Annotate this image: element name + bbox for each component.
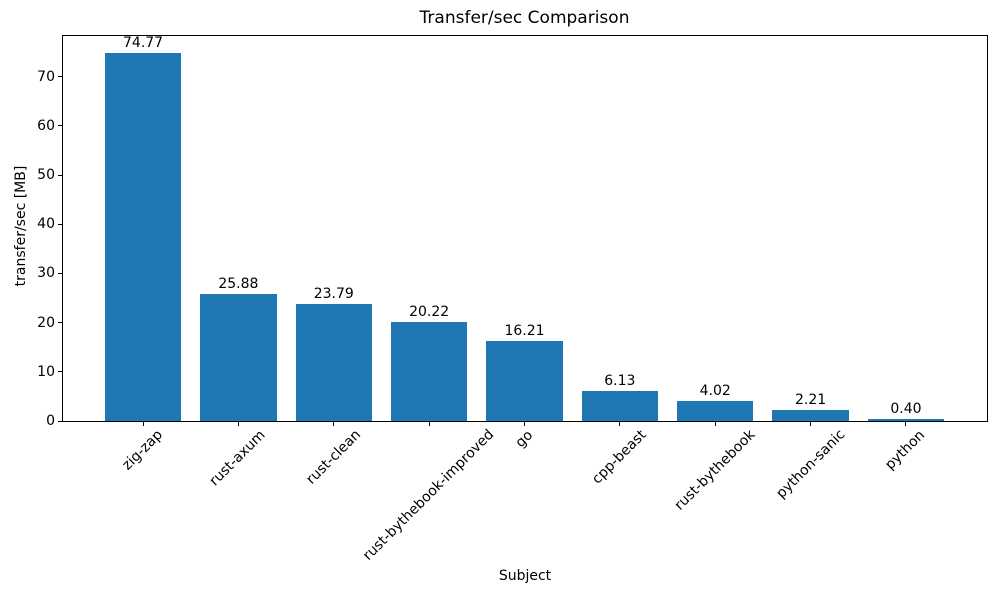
bar-value-label: 74.77 — [123, 35, 164, 52]
x-tick-label: rust-bythebook — [671, 427, 759, 514]
bar-value-label: 0.40 — [890, 401, 922, 418]
y-tick-mark — [58, 371, 62, 373]
y-tick-label: 70 — [37, 68, 55, 85]
x-tick-label: rust-clean — [303, 426, 364, 488]
bar-zig-zap — [104, 53, 182, 421]
y-tick-mark — [58, 420, 62, 422]
bar-value-label: 2.21 — [794, 392, 827, 409]
x-tick-mark — [142, 422, 144, 426]
bar-python-sanic — [772, 410, 849, 421]
y-tick-mark — [58, 76, 62, 78]
y-tick-label: 60 — [37, 117, 55, 134]
bar-rust-axum — [200, 293, 277, 421]
chart-title: Transfer/sec Comparison — [419, 8, 630, 28]
y-tick-label: 40 — [37, 216, 55, 233]
y-tick-mark — [58, 322, 62, 324]
x-tick-mark — [237, 422, 239, 426]
x-tick-label: python-sanic — [772, 426, 849, 503]
y-tick-mark — [58, 125, 62, 127]
x-tick-mark — [524, 422, 525, 426]
x-tick-mark — [905, 422, 907, 426]
x-tick-label: rust-axum — [206, 427, 270, 490]
bar-value-label: 25.88 — [218, 275, 259, 292]
x-tick-mark — [619, 422, 621, 426]
bar-cpp-beast — [581, 390, 658, 421]
bar-go — [486, 341, 563, 421]
x-tick-label: zig-zap — [119, 426, 167, 474]
bar-value-label: 6.13 — [604, 372, 636, 389]
y-tick-label: 20 — [37, 314, 55, 331]
y-tick-mark — [58, 174, 62, 176]
bar-value-label: 23.79 — [313, 286, 354, 303]
bar-rust-clean — [295, 304, 372, 421]
bar-rust-bythebook — [677, 401, 754, 421]
x-tick-label: cpp-beast — [589, 426, 650, 488]
y-tick-mark — [58, 223, 62, 225]
y-tick-label: 10 — [37, 363, 55, 380]
x-tick-mark — [714, 422, 716, 426]
x-axis-label: Subject — [498, 568, 552, 584]
x-tick-mark — [810, 422, 812, 426]
x-tick-mark — [428, 422, 430, 426]
y-tick-label: 50 — [37, 167, 55, 184]
bar-value-label: 16.21 — [504, 323, 545, 340]
y-tick-mark — [58, 272, 62, 274]
x-tick-label: python — [882, 426, 929, 473]
bar-value-label: 20.22 — [409, 303, 450, 320]
x-tick-mark — [333, 422, 335, 426]
bar-value-label: 4.02 — [699, 383, 731, 400]
bar-python — [867, 419, 945, 421]
y-tick-label: 0 — [46, 413, 55, 429]
x-tick-label: rust-bythebook-improved — [360, 426, 498, 565]
x-tick-label: go — [512, 426, 537, 451]
y-tick-label: 30 — [37, 265, 55, 282]
bar-rust-bythebook-improved — [390, 321, 468, 421]
